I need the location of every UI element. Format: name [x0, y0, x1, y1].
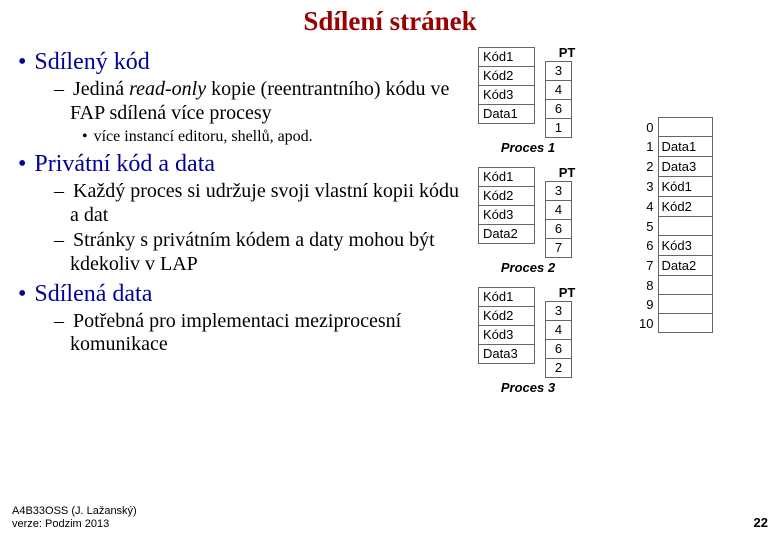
- pt-cell: 2: [546, 359, 572, 378]
- content-row: • Sdílený kód – Jediná read-only kopie (r…: [0, 45, 780, 359]
- mem-cell: [658, 295, 712, 314]
- bullet-dot-icon: •: [82, 128, 88, 145]
- bullet-text: Každý proces si udržuje svoji vlastní ko…: [70, 180, 459, 226]
- bullet-text: Potřebná pro implementaci meziprocesní k…: [70, 310, 401, 356]
- diagram-column: PT Kód1 Kód2 Kód3 Data1 3 4 6 1 Proces 1…: [470, 45, 770, 359]
- bullet-own-copy: – Každý proces si udržuje svoji vlastní …: [54, 180, 464, 227]
- mem-index: 9: [638, 295, 658, 314]
- mem-cell: [658, 314, 712, 333]
- mem-index: 7: [638, 256, 658, 276]
- mem-index: 8: [638, 276, 658, 295]
- memory-table: 0 1Data1 2Data3 3Kód1 4Kód2 5 6Kód3 7Dat…: [638, 117, 713, 333]
- mem-index: 6: [638, 236, 658, 256]
- bullet-ipc: – Potřebná pro implementaci meziprocesní…: [54, 310, 464, 357]
- bullet-shared-code: • Sdílený kód: [18, 49, 464, 76]
- fap-cell: Kód2: [479, 187, 535, 206]
- bullet-text: Privátní kód a data: [34, 151, 215, 177]
- fap-cell: Data2: [479, 225, 535, 244]
- pt-cell: 3: [546, 302, 572, 321]
- process-2-label: Proces 2: [478, 260, 578, 275]
- fap-cell: Kód1: [479, 48, 535, 67]
- mem-cell: Kód1: [658, 177, 712, 197]
- mem-cell: Data1: [658, 137, 712, 157]
- mem-cell: Data2: [658, 256, 712, 276]
- process-1-label: Proces 1: [478, 140, 578, 155]
- bullet-dot-icon: •: [18, 49, 26, 75]
- fap-cell: Kód1: [479, 288, 535, 307]
- pt-cell: 3: [546, 62, 572, 81]
- footer-page-number: 22: [754, 515, 768, 530]
- mem-index: 2: [638, 157, 658, 177]
- pt-cell: 6: [546, 220, 572, 239]
- fap-cell: Kód3: [479, 206, 535, 225]
- footer-course: A4B33OSS (J. Lažanský): [12, 505, 137, 519]
- pt-cell: 4: [546, 81, 572, 100]
- process-2-fap-table: Kód1 Kód2 Kód3 Data2: [478, 167, 535, 244]
- pt-cell: 4: [546, 201, 572, 220]
- bullet-private-code: • Privátní kód a data: [18, 151, 464, 178]
- mem-index: 3: [638, 177, 658, 197]
- mem-cell: [658, 276, 712, 295]
- process-3-fap-table: Kód1 Kód2 Kód3 Data3: [478, 287, 535, 364]
- bullet-editor-instances: • více instancí editoru, shellů, apod.: [82, 127, 464, 147]
- process-1-pt-table: 3 4 6 1: [545, 61, 572, 138]
- slide-title: Sdílení stránek: [0, 0, 780, 45]
- pt-cell: 3: [546, 182, 572, 201]
- bullet-text: více instancí editoru, shellů, apod.: [94, 128, 313, 145]
- mem-cell: [658, 118, 712, 137]
- fap-cell: Kód1: [479, 168, 535, 187]
- dash-icon: –: [54, 78, 64, 100]
- mem-index: 10: [638, 314, 658, 333]
- fap-cell: Kód2: [479, 67, 535, 86]
- mem-cell: [658, 217, 712, 236]
- bullet-text: Sdílená data: [34, 281, 152, 307]
- pt-label: PT: [553, 45, 581, 60]
- mem-index: 4: [638, 197, 658, 217]
- process-2-block: PT Kód1 Kód2 Kód3 Data2 3 4 6 7 Proces 2: [478, 167, 578, 275]
- mem-index: 0: [638, 118, 658, 137]
- mem-cell: Kód2: [658, 197, 712, 217]
- dash-icon: –: [54, 229, 64, 251]
- bullet-readonly-copy: – Jediná read-only kopie (reentrantního)…: [54, 78, 464, 125]
- bullet-text-pre: Jediná: [73, 78, 129, 100]
- pt-cell: 6: [546, 340, 572, 359]
- mem-index: 1: [638, 137, 658, 157]
- process-3-block: PT Kód1 Kód2 Kód3 Data3 3 4 6 2 Proces 3: [478, 287, 578, 395]
- fap-cell: Data1: [479, 105, 535, 124]
- process-3-pt-table: 3 4 6 2: [545, 301, 572, 378]
- pt-cell: 6: [546, 100, 572, 119]
- pt-cell: 4: [546, 321, 572, 340]
- process-1-block: PT Kód1 Kód2 Kód3 Data1 3 4 6 1 Proces 1: [478, 47, 578, 155]
- bullet-text: Sdílený kód: [34, 49, 149, 75]
- fap-cell: Kód2: [479, 307, 535, 326]
- fap-cell: Data3: [479, 345, 535, 364]
- pt-label: PT: [553, 165, 581, 180]
- footer-left: A4B33OSS (J. Lažanský) verze: Podzim 201…: [12, 505, 137, 533]
- process-1-fap-table: Kód1 Kód2 Kód3 Data1: [478, 47, 535, 124]
- bullet-dot-icon: •: [18, 281, 26, 307]
- footer-version: verze: Podzim 2013: [12, 518, 137, 532]
- process-2-pt-table: 3 4 6 7: [545, 181, 572, 258]
- process-3-label: Proces 3: [478, 380, 578, 395]
- mem-index: 5: [638, 217, 658, 236]
- bullet-anywhere-lap: – Stránky s privátním kódem a daty mohou…: [54, 229, 464, 276]
- pt-cell: 1: [546, 119, 572, 138]
- memory-block: 0 1Data1 2Data3 3Kód1 4Kód2 5 6Kód3 7Dat…: [638, 117, 713, 333]
- mem-cell: Kód3: [658, 236, 712, 256]
- fap-cell: Kód3: [479, 326, 535, 345]
- pt-label: PT: [553, 285, 581, 300]
- bullet-text: Stránky s privátním kódem a daty mohou b…: [70, 229, 435, 275]
- bullet-shared-data: • Sdílená data: [18, 281, 464, 308]
- fap-cell: Kód3: [479, 86, 535, 105]
- bullet-dot-icon: •: [18, 151, 26, 177]
- pt-cell: 7: [546, 239, 572, 258]
- text-column: • Sdílený kód – Jediná read-only kopie (r…: [0, 45, 470, 359]
- dash-icon: –: [54, 310, 64, 332]
- readonly-italic: read-only: [129, 78, 206, 100]
- mem-cell: Data3: [658, 157, 712, 177]
- dash-icon: –: [54, 180, 64, 202]
